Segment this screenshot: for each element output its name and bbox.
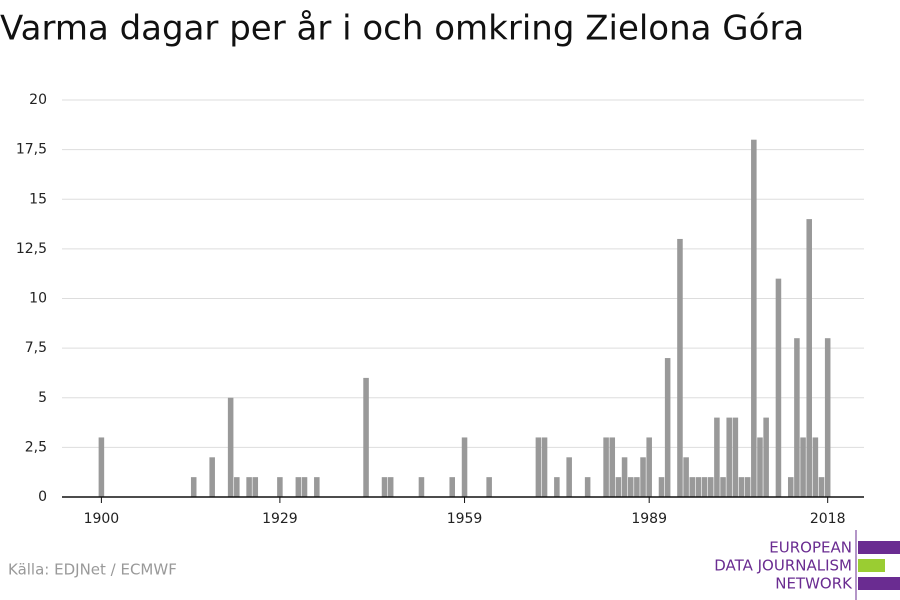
x-tick-label: 1959: [447, 511, 483, 527]
source: Källa: EDJNet / ECMWF: [8, 561, 177, 579]
y-tick-label: 5: [38, 390, 47, 406]
bar: [246, 477, 252, 497]
bar: [295, 477, 302, 497]
bar: [209, 457, 215, 497]
bar: [98, 437, 105, 497]
y-tick-label: 2,5: [25, 439, 47, 455]
bar: [714, 417, 720, 497]
bar: [603, 437, 609, 497]
bar: [763, 417, 769, 497]
bar: [775, 278, 782, 497]
logo-text: EUROPEAN: [769, 539, 852, 557]
bar: [751, 139, 757, 497]
bar: [277, 477, 283, 497]
bar: [461, 437, 468, 497]
bar: [227, 397, 234, 497]
logo-text: NETWORK: [775, 575, 853, 593]
bar: [658, 477, 665, 497]
bar: [646, 437, 652, 497]
bar: [640, 457, 646, 497]
bar: [449, 477, 455, 497]
bar: [363, 377, 369, 497]
bar: [701, 477, 708, 497]
bar: [695, 477, 702, 497]
bar: [190, 477, 197, 497]
y-tick-label: 10: [29, 291, 47, 307]
bar: [732, 417, 739, 497]
chart-title: Varma dagar per år i och omkring Zielona…: [0, 9, 804, 49]
y-tick-label: 17,5: [16, 142, 47, 158]
bar: [677, 238, 683, 497]
bar: [566, 457, 572, 497]
bar: [794, 338, 800, 497]
bar: [627, 477, 634, 497]
bar: [541, 437, 548, 497]
logo-bar: [858, 559, 885, 572]
bar: [584, 477, 591, 497]
bar: [418, 477, 425, 497]
bar: [800, 437, 806, 497]
bar: [252, 477, 259, 497]
logo-text: DATA JOURNALISM: [714, 557, 852, 575]
bar: [615, 477, 622, 497]
bar: [818, 477, 825, 497]
y-tick-label: 0: [38, 489, 47, 505]
bar: [720, 477, 726, 497]
y-tick-label: 12,5: [16, 241, 47, 257]
bar: [314, 477, 320, 497]
bar: [744, 477, 751, 497]
y-tick-label: 15: [29, 191, 47, 207]
bar: [726, 417, 732, 497]
bar: [806, 219, 812, 497]
bar: [381, 477, 388, 497]
bar: [683, 457, 689, 497]
bar: [812, 437, 819, 497]
bar: [234, 477, 240, 497]
bar: [621, 457, 628, 497]
bar: [387, 477, 394, 497]
bar: [301, 477, 308, 497]
x-tick-label: 1929: [262, 511, 298, 527]
bar: [787, 477, 794, 497]
x-tick-label: 2018: [810, 511, 846, 527]
bar: [757, 437, 763, 497]
bar: [664, 358, 671, 497]
bar: [824, 338, 831, 497]
bar: [738, 477, 745, 497]
x-tick-label: 1900: [84, 511, 120, 527]
bar: [689, 477, 696, 497]
bar: [535, 437, 542, 497]
bar: [554, 477, 560, 497]
logo-bar: [858, 577, 900, 590]
bar: [707, 477, 714, 497]
bar: [609, 437, 616, 497]
y-tick-label: 7,5: [25, 340, 47, 356]
bar: [486, 477, 492, 497]
logo-bar: [858, 541, 900, 554]
x-tick-label: 1989: [631, 511, 667, 527]
y-tick-label: 20: [29, 92, 47, 108]
bar: [634, 477, 640, 497]
